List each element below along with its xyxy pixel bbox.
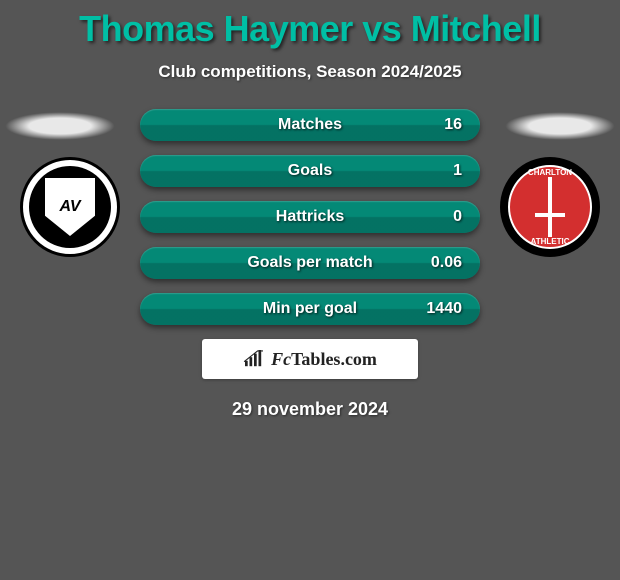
stat-row: Goals per match 0.06 (140, 247, 480, 279)
bar-chart-icon (243, 350, 265, 368)
left-shadow-ellipse (5, 112, 115, 140)
page-title: Thomas Haymer vs Mitchell (0, 0, 620, 50)
stat-row: Hattricks 0 (140, 201, 480, 233)
sword-guard-icon (535, 213, 565, 217)
stat-label: Min per goal (263, 300, 357, 318)
stat-value: 1 (453, 162, 462, 180)
page-subtitle: Club competitions, Season 2024/2025 (0, 62, 620, 82)
comparison-panel: AV CHARLTON ATHLETIC Matches 16 Goals 1 … (0, 107, 620, 420)
date-text: 29 november 2024 (0, 399, 620, 420)
stat-value: 1440 (426, 300, 462, 318)
stat-value: 16 (444, 116, 462, 134)
right-shadow-ellipse (505, 112, 615, 140)
left-team-badge: AV (20, 157, 120, 257)
stat-label: Matches (278, 116, 342, 134)
stat-label: Goals (288, 162, 332, 180)
right-team-badge: CHARLTON ATHLETIC (500, 157, 600, 257)
stat-value: 0.06 (431, 254, 462, 272)
right-badge-bot-text: ATHLETIC (510, 237, 590, 246)
sword-icon (548, 177, 552, 237)
stats-list: Matches 16 Goals 1 Hattricks 0 Goals per… (140, 107, 480, 325)
left-badge-text: AV (59, 198, 80, 216)
stat-row: Matches 16 (140, 109, 480, 141)
attribution-text: FcTables.com (271, 349, 377, 370)
stat-value: 0 (453, 208, 462, 226)
stat-label: Hattricks (276, 208, 344, 226)
stat-row: Min per goal 1440 (140, 293, 480, 325)
right-badge-top-text: CHARLTON (510, 168, 590, 177)
attribution-badge: FcTables.com (202, 339, 418, 379)
stat-row: Goals 1 (140, 155, 480, 187)
stat-label: Goals per match (247, 254, 372, 272)
